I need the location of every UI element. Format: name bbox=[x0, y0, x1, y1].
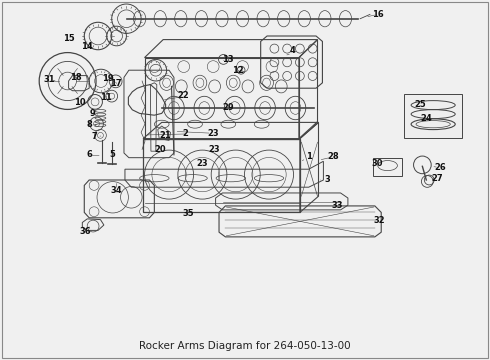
Text: 5: 5 bbox=[110, 150, 116, 159]
Text: 32: 32 bbox=[374, 216, 386, 225]
Text: 27: 27 bbox=[432, 174, 443, 183]
Text: 16: 16 bbox=[372, 10, 384, 19]
Text: 13: 13 bbox=[222, 55, 234, 64]
Text: 10: 10 bbox=[74, 98, 85, 107]
Text: 3: 3 bbox=[324, 175, 330, 184]
Text: 34: 34 bbox=[111, 186, 122, 195]
Text: 23: 23 bbox=[208, 145, 220, 154]
Text: 11: 11 bbox=[100, 93, 112, 102]
Text: 20: 20 bbox=[154, 145, 166, 154]
Text: 23: 23 bbox=[196, 159, 208, 168]
Text: 22: 22 bbox=[177, 91, 189, 100]
Text: 14: 14 bbox=[81, 41, 93, 50]
Text: 8: 8 bbox=[87, 120, 93, 129]
Text: 19: 19 bbox=[102, 74, 114, 83]
Bar bbox=[404, 94, 462, 138]
Text: 6: 6 bbox=[87, 150, 93, 159]
Text: 17: 17 bbox=[110, 79, 122, 88]
Text: 9: 9 bbox=[89, 109, 95, 118]
Text: 24: 24 bbox=[420, 114, 432, 123]
Text: 29: 29 bbox=[222, 104, 234, 112]
Text: Rocker Arms Diagram for 264-050-13-00: Rocker Arms Diagram for 264-050-13-00 bbox=[139, 341, 351, 351]
Bar bbox=[373, 158, 402, 176]
Text: 28: 28 bbox=[327, 152, 339, 161]
Text: 7: 7 bbox=[92, 132, 98, 140]
Text: 1: 1 bbox=[306, 152, 312, 161]
Text: 21: 21 bbox=[159, 130, 171, 139]
Text: 33: 33 bbox=[331, 201, 343, 210]
Text: 36: 36 bbox=[80, 227, 92, 236]
Text: 35: 35 bbox=[183, 208, 195, 217]
Text: 23: 23 bbox=[207, 129, 219, 138]
Text: 15: 15 bbox=[63, 34, 74, 43]
Text: 26: 26 bbox=[434, 163, 446, 172]
Text: 30: 30 bbox=[371, 159, 383, 168]
Text: 25: 25 bbox=[414, 100, 426, 109]
Text: 2: 2 bbox=[182, 129, 188, 138]
Text: 12: 12 bbox=[232, 66, 244, 75]
Text: 31: 31 bbox=[43, 75, 55, 84]
Text: 18: 18 bbox=[70, 73, 82, 82]
Text: 4: 4 bbox=[289, 46, 295, 55]
